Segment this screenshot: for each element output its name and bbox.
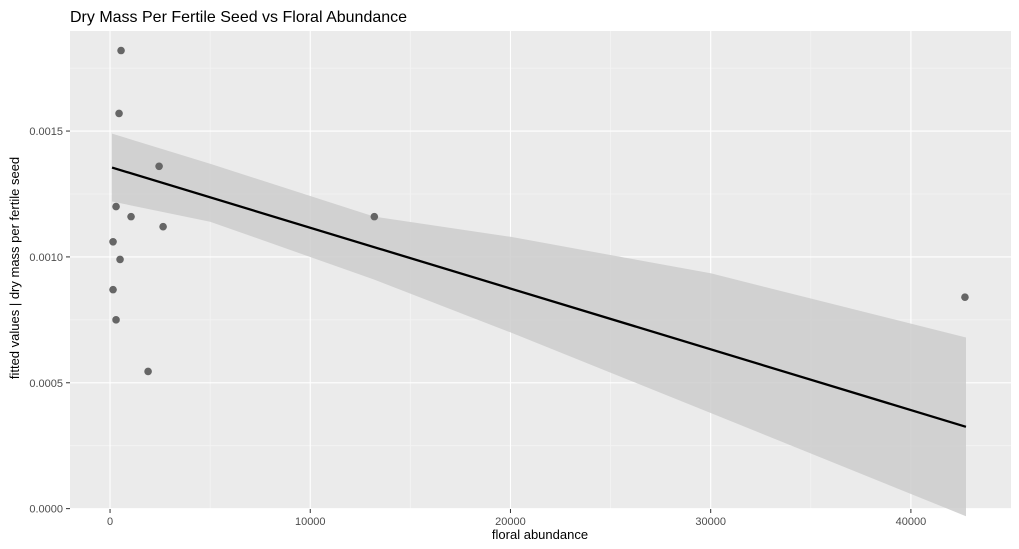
x-tick-label: 10000 [295,516,326,528]
x-tick-label: 20000 [495,516,526,528]
chart-title: Dry Mass Per Fertile Seed vs Floral Abun… [70,9,407,26]
y-tick-label: 0.0005 [29,378,63,390]
data-point [109,285,117,294]
x-tick-label: 30000 [695,516,726,528]
data-point [127,212,135,221]
x-axis-ticks: 0 10000 20000 30000 40000 [107,509,926,528]
y-tick-label: 0.0015 [29,126,63,138]
x-axis-label: floral abundance [492,527,588,542]
fit-line [111,166,967,428]
data-point [116,255,124,264]
y-axis-ticks: 0.0000 0.0005 0.0010 0.0015 [29,126,70,516]
data-point [159,222,167,231]
data-point [109,238,117,246]
data-point [115,109,123,118]
y-axis-label: fitted values | dry mass per fertile see… [7,157,22,379]
data-point [117,46,125,55]
x-tick-label: 40000 [896,516,927,528]
y-tick-label: 0.0000 [29,504,63,516]
y-tick-label: 0.0010 [29,252,63,264]
data-point [370,212,379,221]
data-point [961,293,969,301]
data-points [109,46,969,376]
data-point [112,202,120,211]
x-tick-label: 0 [107,516,113,528]
data-point [144,367,152,376]
data-point [112,316,120,324]
data-point [155,162,163,171]
confidence-band [112,133,966,517]
